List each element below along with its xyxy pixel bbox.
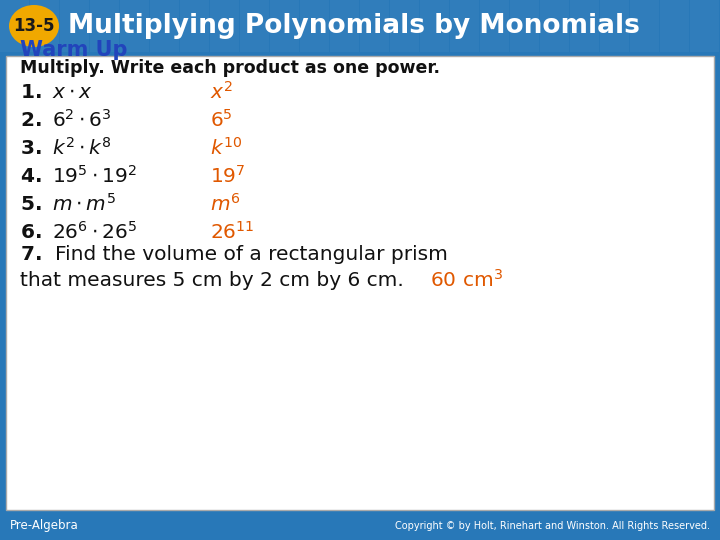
Bar <box>480 0 509 52</box>
Bar <box>450 0 479 52</box>
Text: Copyright © by Holt, Rinehart and Winston. All Rights Reserved.: Copyright © by Holt, Rinehart and Winsto… <box>395 521 710 531</box>
Text: $\mathbf{5.}$: $\mathbf{5.}$ <box>20 194 42 213</box>
Text: that measures 5 cm by 2 cm by 6 cm.: that measures 5 cm by 2 cm by 6 cm. <box>20 271 404 289</box>
Text: 13-5: 13-5 <box>13 17 55 35</box>
Ellipse shape <box>9 5 59 47</box>
Bar <box>660 0 689 52</box>
Bar <box>630 0 659 52</box>
Text: $k^2 \cdot k^8$: $k^2 \cdot k^8$ <box>52 137 112 159</box>
Bar <box>30 0 59 52</box>
Text: $26^{11}$: $26^{11}$ <box>210 221 254 243</box>
Text: $\mathbf{6.}$: $\mathbf{6.}$ <box>20 222 42 241</box>
Text: Multiplying Polynomials by Monomials: Multiplying Polynomials by Monomials <box>68 13 640 39</box>
Text: $\mathbf{1.}$: $\mathbf{1.}$ <box>20 83 42 102</box>
Bar <box>0 0 29 52</box>
Text: $x \cdot x$: $x \cdot x$ <box>52 83 93 102</box>
Text: $x^2$: $x^2$ <box>210 81 233 103</box>
Text: Find the volume of a rectangular prism: Find the volume of a rectangular prism <box>55 245 448 264</box>
Text: $m \cdot m^5$: $m \cdot m^5$ <box>52 193 116 215</box>
Bar <box>300 0 329 52</box>
Text: $\mathbf{3.}$: $\mathbf{3.}$ <box>20 138 42 158</box>
Bar <box>240 0 269 52</box>
Bar <box>360 0 389 52</box>
Bar <box>570 0 599 52</box>
Bar <box>600 0 629 52</box>
Text: Multiply. Write each product as one power.: Multiply. Write each product as one powe… <box>20 59 440 77</box>
Text: $26^6 \cdot 26^5$: $26^6 \cdot 26^5$ <box>52 221 137 243</box>
Bar <box>60 0 89 52</box>
Bar <box>210 0 239 52</box>
Bar <box>510 0 539 52</box>
Bar <box>90 0 119 52</box>
Text: $6^5$: $6^5$ <box>210 109 233 131</box>
Text: $k^{10}$: $k^{10}$ <box>210 137 242 159</box>
Bar <box>390 0 419 52</box>
Bar <box>150 0 179 52</box>
Text: $19^5 \cdot 19^2$: $19^5 \cdot 19^2$ <box>52 165 137 187</box>
Text: $\mathbf{4.}$: $\mathbf{4.}$ <box>20 166 42 186</box>
Bar <box>0 512 720 540</box>
Bar <box>120 0 149 52</box>
Bar <box>420 0 449 52</box>
FancyBboxPatch shape <box>6 56 714 510</box>
Bar <box>270 0 299 52</box>
Text: Pre-Algebra: Pre-Algebra <box>10 519 78 532</box>
Text: $6^2 \cdot 6^3$: $6^2 \cdot 6^3$ <box>52 109 112 131</box>
Bar <box>0 0 720 52</box>
Text: $19^7$: $19^7$ <box>210 165 246 187</box>
Bar <box>690 0 719 52</box>
Text: $60\ \rm{cm}^3$: $60\ \rm{cm}^3$ <box>430 269 503 291</box>
Text: $m^6$: $m^6$ <box>210 193 240 215</box>
Text: $\mathbf{2.}$: $\mathbf{2.}$ <box>20 111 42 130</box>
Bar <box>540 0 569 52</box>
Text: Warm Up: Warm Up <box>20 40 127 60</box>
Text: $\mathbf{7.}$: $\mathbf{7.}$ <box>20 245 42 264</box>
Bar <box>330 0 359 52</box>
Bar <box>180 0 209 52</box>
